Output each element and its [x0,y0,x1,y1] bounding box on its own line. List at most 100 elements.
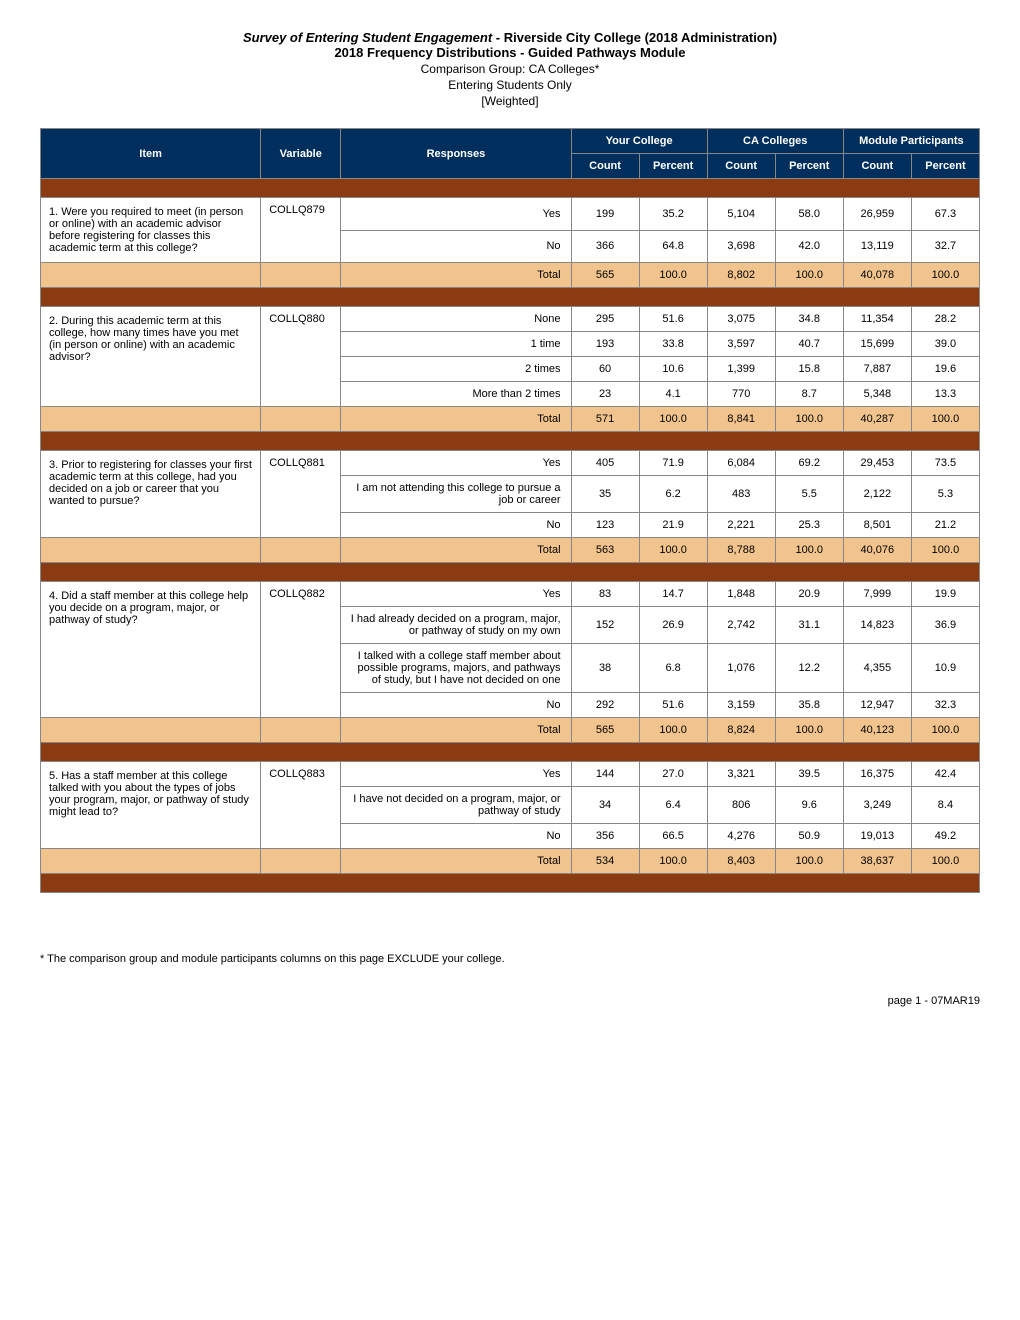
yc-count: 356 [571,824,639,849]
response-cell: No [341,824,571,849]
separator-row [41,743,980,762]
variable-cell: COLLQ881 [261,451,341,538]
ca-count: 1,399 [707,357,775,382]
module-count: 2,122 [843,476,911,513]
yc-count-total: 534 [571,849,639,874]
table-row: 2. During this academic term at this col… [41,307,980,332]
yc-count: 152 [571,607,639,644]
module-count-total: 40,076 [843,538,911,563]
module-percent: 21.2 [911,513,979,538]
separator-cell [41,288,980,307]
total-row: Total565100.08,802100.040,078100.0 [41,263,980,288]
module-count: 16,375 [843,762,911,787]
ca-percent-total: 100.0 [775,263,843,288]
response-cell: Yes [341,451,571,476]
ca-percent: 12.2 [775,644,843,693]
yc-percent: 14.7 [639,582,707,607]
col-percent: Percent [911,154,979,179]
weight-note: [Weighted] [40,94,980,108]
yc-count: 38 [571,644,639,693]
ca-count: 3,597 [707,332,775,357]
module-percent: 28.2 [911,307,979,332]
ca-percent: 20.9 [775,582,843,607]
separator-cell [41,563,980,582]
response-cell: No [341,230,571,263]
ca-count: 2,221 [707,513,775,538]
ca-count: 770 [707,382,775,407]
module-percent: 36.9 [911,607,979,644]
yc-count: 123 [571,513,639,538]
module-percent: 10.9 [911,644,979,693]
yc-count-total: 563 [571,538,639,563]
col-your-college: Your College [571,129,707,154]
ca-count: 5,104 [707,198,775,231]
separator-cell [41,743,980,762]
variable-cell: COLLQ879 [261,198,341,263]
module-percent: 39.0 [911,332,979,357]
module-count: 15,699 [843,332,911,357]
ca-count: 2,742 [707,607,775,644]
yc-count: 405 [571,451,639,476]
module-count-total: 40,287 [843,407,911,432]
module-count: 12,947 [843,693,911,718]
module-count: 11,354 [843,307,911,332]
ca-percent: 42.0 [775,230,843,263]
yc-count-total: 565 [571,263,639,288]
separator-row [41,432,980,451]
separator-row [41,874,980,893]
separator-cell [41,874,980,893]
module-percent: 8.4 [911,787,979,824]
yc-percent: 6.4 [639,787,707,824]
variable-cell-empty [261,538,341,563]
yc-percent: 4.1 [639,382,707,407]
total-row: Total571100.08,841100.040,287100.0 [41,407,980,432]
response-cell: I have not decided on a program, major, … [341,787,571,824]
variable-cell-empty [261,263,341,288]
ca-count-total: 8,788 [707,538,775,563]
response-cell: No [341,693,571,718]
module-count: 26,959 [843,198,911,231]
response-cell: Yes [341,198,571,231]
table-row: 5. Has a staff member at this college ta… [41,762,980,787]
table-row: 3. Prior to registering for classes your… [41,451,980,476]
ca-count-total: 8,824 [707,718,775,743]
variable-cell-empty [261,407,341,432]
frequency-table: Item Variable Responses Your College CA … [40,128,980,893]
item-cell: 4. Did a staff member at this college he… [41,582,261,718]
ca-count: 483 [707,476,775,513]
module-count: 5,348 [843,382,911,407]
subtitle: 2018 Frequency Distributions - Guided Pa… [40,45,980,60]
col-percent: Percent [775,154,843,179]
yc-percent-total: 100.0 [639,849,707,874]
ca-percent: 15.8 [775,357,843,382]
ca-percent: 34.8 [775,307,843,332]
total-label: Total [341,849,571,874]
item-cell: 3. Prior to registering for classes your… [41,451,261,538]
module-count: 8,501 [843,513,911,538]
col-module-participants: Module Participants [843,129,979,154]
variable-cell-empty [261,849,341,874]
module-count: 7,999 [843,582,911,607]
total-label: Total [341,538,571,563]
module-percent-total: 100.0 [911,718,979,743]
comparison-group: Comparison Group: CA Colleges* [40,62,980,76]
ca-count-total: 8,802 [707,263,775,288]
ca-percent-total: 100.0 [775,538,843,563]
col-responses: Responses [341,129,571,179]
yc-count: 34 [571,787,639,824]
response-cell: More than 2 times [341,382,571,407]
col-count: Count [843,154,911,179]
ca-count: 1,076 [707,644,775,693]
yc-percent: 51.6 [639,307,707,332]
module-percent: 42.4 [911,762,979,787]
module-percent-total: 100.0 [911,263,979,288]
survey-title: Survey of Entering Student Engagement [243,30,492,45]
response-cell: I had already decided on a program, majo… [341,607,571,644]
module-percent: 73.5 [911,451,979,476]
col-ca-colleges: CA Colleges [707,129,843,154]
variable-cell: COLLQ880 [261,307,341,407]
module-count: 3,249 [843,787,911,824]
module-count: 4,355 [843,644,911,693]
page-number: page 1 - 07MAR19 [40,995,980,1007]
yc-percent-total: 100.0 [639,718,707,743]
